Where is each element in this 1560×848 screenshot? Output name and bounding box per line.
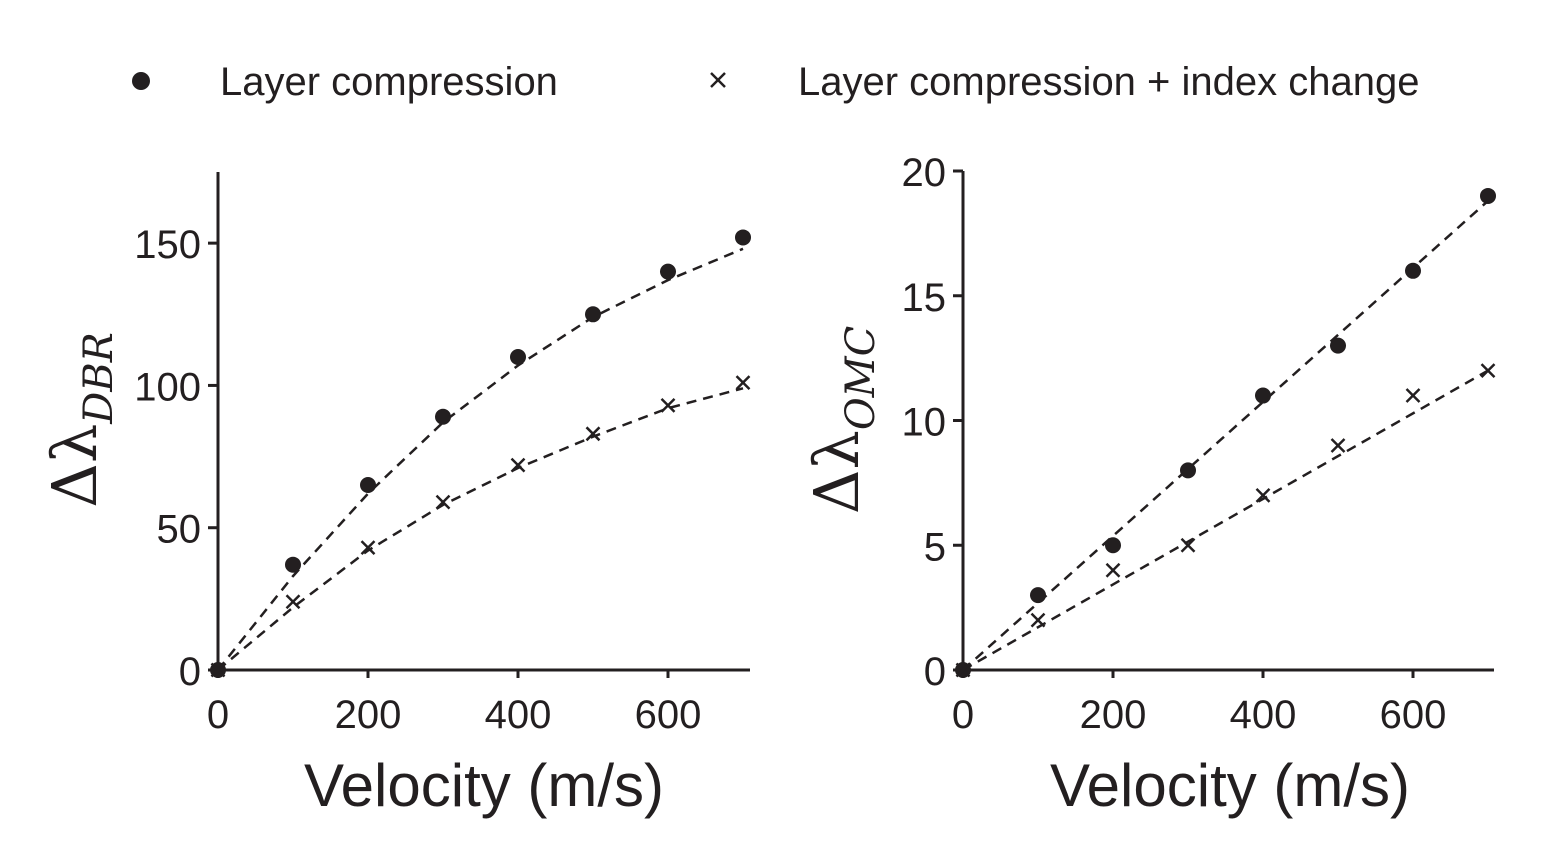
data-point-layer-compression xyxy=(735,229,751,246)
y-axis-label-main: Δλ xyxy=(38,424,111,508)
y-tick-label: 5 xyxy=(924,525,946,569)
fit-line-layer-compression xyxy=(962,199,1489,671)
data-point-layer-compression xyxy=(1480,187,1496,204)
y-ticks: 0 50 100 150 xyxy=(134,223,218,694)
y-tick-label: 10 xyxy=(902,401,947,445)
data-point-index-change xyxy=(1180,537,1196,553)
x-axis-label: Velocity (m/s) xyxy=(1050,752,1410,819)
y-axis-label-subscript: OMC xyxy=(838,326,884,430)
x-tick-label: 400 xyxy=(485,693,552,737)
x-tick-label: 400 xyxy=(1230,693,1297,737)
data-point-layer-compression xyxy=(285,556,301,573)
x-tick-label: 200 xyxy=(335,693,402,737)
legend-label-index-change: Layer compression + index change xyxy=(798,60,1419,104)
data-point-index-change xyxy=(435,494,451,510)
chart-panel-dbr: 0 200 400 600 0 50 100 150 Velocity (m/s) ΔλDB… xyxy=(38,172,751,819)
y-axis-label: ΔλOMC xyxy=(800,326,884,514)
fit-line-index-change xyxy=(217,387,744,671)
data-point-index-change xyxy=(1480,363,1496,378)
data-point-layer-compression xyxy=(1105,537,1121,554)
legend-item-layer-compression: Layer compression xyxy=(132,60,558,104)
data-point-index-change xyxy=(210,662,226,678)
data-point-index-change xyxy=(1330,438,1346,453)
y-tick-label: 15 xyxy=(902,276,947,320)
data-point-index-change xyxy=(735,375,751,390)
legend-label-layer-compression: Layer compression xyxy=(220,60,558,104)
data-point-index-change xyxy=(510,457,526,473)
data-point-layer-compression xyxy=(1405,262,1421,279)
data-point-layer-compression xyxy=(660,263,676,280)
data-point-index-change xyxy=(1105,562,1121,578)
y-tick-label: 0 xyxy=(179,650,201,694)
data-point-index-change xyxy=(285,594,301,610)
data-point-layer-compression xyxy=(585,306,601,323)
y-axis-label-main: Δλ xyxy=(800,430,873,514)
y-tick-label: 100 xyxy=(134,365,201,409)
y-tick-label: 0 xyxy=(924,650,946,694)
data-point-index-change xyxy=(585,426,601,442)
x-tick-label: 0 xyxy=(952,693,974,737)
data-point-layer-compression xyxy=(510,348,526,365)
data-markers xyxy=(210,229,751,678)
data-point-index-change xyxy=(1030,612,1046,628)
data-point-layer-compression xyxy=(360,477,376,494)
data-markers xyxy=(955,187,1496,678)
data-point-layer-compression xyxy=(1255,387,1271,404)
x-ticks: 0 200 400 600 xyxy=(207,670,702,737)
fit-lines xyxy=(217,247,744,671)
y-tick-label: 20 xyxy=(902,151,947,195)
data-point-index-change xyxy=(660,397,676,413)
data-point-index-change xyxy=(955,662,971,678)
x-tick-label: 200 xyxy=(1080,693,1147,737)
data-point-index-change xyxy=(1255,487,1271,503)
chart-panel-omc: 0 200 400 600 0 5 10 15 20 Velocity (m/s) ΔλOMC xyxy=(800,151,1496,819)
x-axis-label: Velocity (m/s) xyxy=(304,752,664,819)
data-point-index-change xyxy=(360,540,376,556)
x-tick-label: 600 xyxy=(635,693,702,737)
data-point-layer-compression xyxy=(435,408,451,425)
legend-dot-marker xyxy=(132,72,150,90)
data-point-index-change xyxy=(1405,388,1421,403)
x-tick-label: 600 xyxy=(1380,693,1447,737)
legend: Layer compression Layer compression + in… xyxy=(132,60,1419,104)
y-axis-label-subscript: DBR xyxy=(76,332,122,425)
fit-lines xyxy=(962,199,1489,672)
legend-cross-marker xyxy=(710,72,726,88)
y-ticks: 0 5 10 15 20 xyxy=(902,151,963,694)
y-axis-label: ΔλDBR xyxy=(38,332,122,508)
data-point-layer-compression xyxy=(1030,587,1046,604)
x-tick-label: 0 xyxy=(207,693,229,737)
legend-item-index-change: Layer compression + index change xyxy=(710,60,1419,104)
data-point-layer-compression xyxy=(1180,462,1196,479)
data-point-layer-compression xyxy=(1330,337,1346,354)
y-tick-label: 150 xyxy=(134,223,201,267)
fit-line-layer-compression xyxy=(217,247,744,671)
x-ticks: 0 200 400 600 xyxy=(952,670,1447,737)
y-tick-label: 50 xyxy=(157,508,202,552)
